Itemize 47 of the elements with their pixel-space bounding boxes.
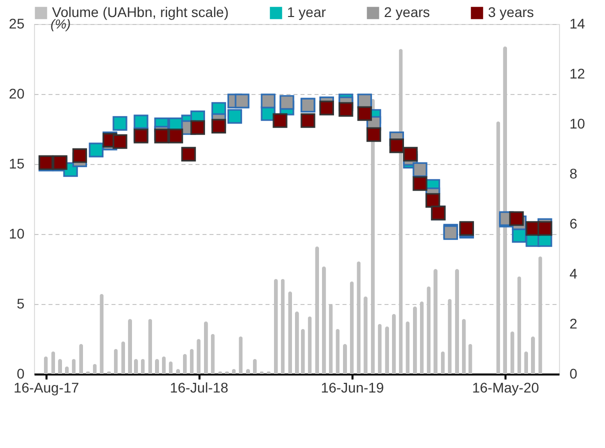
point [168,128,184,144]
point [72,148,88,163]
point [260,94,276,108]
point [134,114,148,130]
y2-tick-label: 12 [570,66,586,82]
point [227,109,242,124]
point [538,221,552,236]
y2-tick-label: 6 [570,216,578,232]
y-tick-label: 0 [16,366,25,382]
y2-tick-label: 10 [570,116,586,132]
legend-label: 2 years [384,4,430,20]
x-tick-label: 16-Jun-19 [320,380,384,396]
x-tick-label: 16-May-20 [472,380,540,396]
y-tick-label: 25 [8,16,25,32]
point [234,94,250,108]
x-tick-label: 16-Aug-17 [14,380,80,396]
point [509,211,524,226]
point [112,116,128,131]
point [412,176,428,191]
point [389,138,404,154]
y-tick-label: 20 [8,86,25,102]
y2-tick-label: 14 [570,16,586,32]
y-tick-label: 10 [8,226,25,242]
point [154,128,169,144]
legend-label: 1 year [287,4,326,20]
point [357,106,372,121]
legend-label: 3 years [488,4,534,20]
point [319,100,334,116]
point [300,113,316,128]
y2-tick-label: 4 [570,266,578,282]
y2-tick-label: 2 [570,316,578,332]
point [190,120,206,135]
point [181,146,196,162]
point [425,193,440,208]
y2-tick-label: 0 [570,366,578,382]
y-tick-label: 5 [16,296,25,312]
x-tick-label: 16-Jul-18 [170,380,229,396]
point [211,118,226,134]
point [280,95,294,110]
point [366,127,382,142]
point [272,113,288,128]
point [412,162,428,177]
y2-tick-label: 8 [570,166,578,182]
point [88,142,104,158]
bar [155,359,159,374]
point [338,102,354,117]
y-tick-label: 15 [8,156,25,172]
